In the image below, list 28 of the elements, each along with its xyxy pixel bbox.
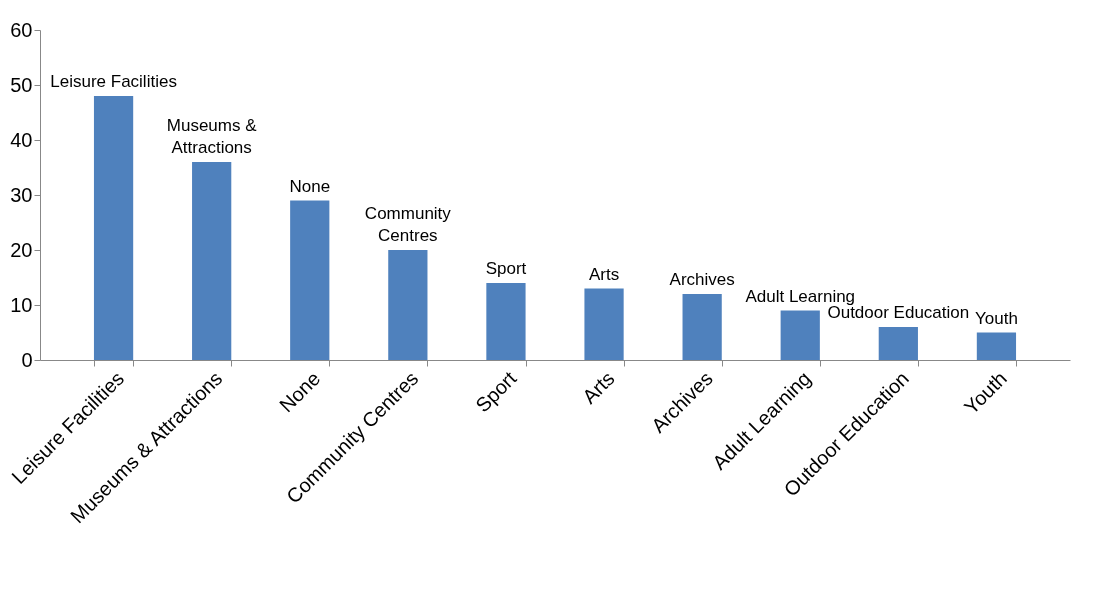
data-label: Arts	[588, 264, 620, 284]
y-tick-label: 0	[21, 348, 33, 371]
bar	[682, 294, 722, 360]
y-tick-label: 60	[10, 18, 33, 41]
y-tick-label: 30	[10, 183, 33, 206]
data-label: Outdoor Education	[827, 303, 970, 322]
y-tick-label: 20	[10, 238, 33, 261]
bar	[780, 310, 820, 360]
bar	[93, 96, 134, 360]
bar	[388, 250, 428, 360]
data-label: Community Centres	[364, 204, 452, 245]
bar	[976, 332, 1017, 360]
data-label: Youth	[974, 308, 1018, 328]
data-label: Adult Learning	[745, 286, 856, 306]
bar	[584, 288, 624, 360]
bar	[878, 327, 918, 360]
y-tick-label: 40	[10, 128, 33, 151]
y-tick-label: 50	[10, 73, 33, 96]
data-label: Museums & Attractions	[166, 116, 258, 157]
bar	[486, 283, 526, 360]
x-tick-label: Arts	[577, 367, 619, 408]
data-label: Archives	[669, 270, 735, 289]
bar	[192, 162, 232, 360]
bar	[290, 200, 330, 360]
data-label: Leisure Facilities	[50, 72, 177, 91]
data-label: None	[289, 176, 331, 196]
data-label: Sport	[485, 259, 527, 278]
y-tick-label: 10	[10, 293, 33, 316]
